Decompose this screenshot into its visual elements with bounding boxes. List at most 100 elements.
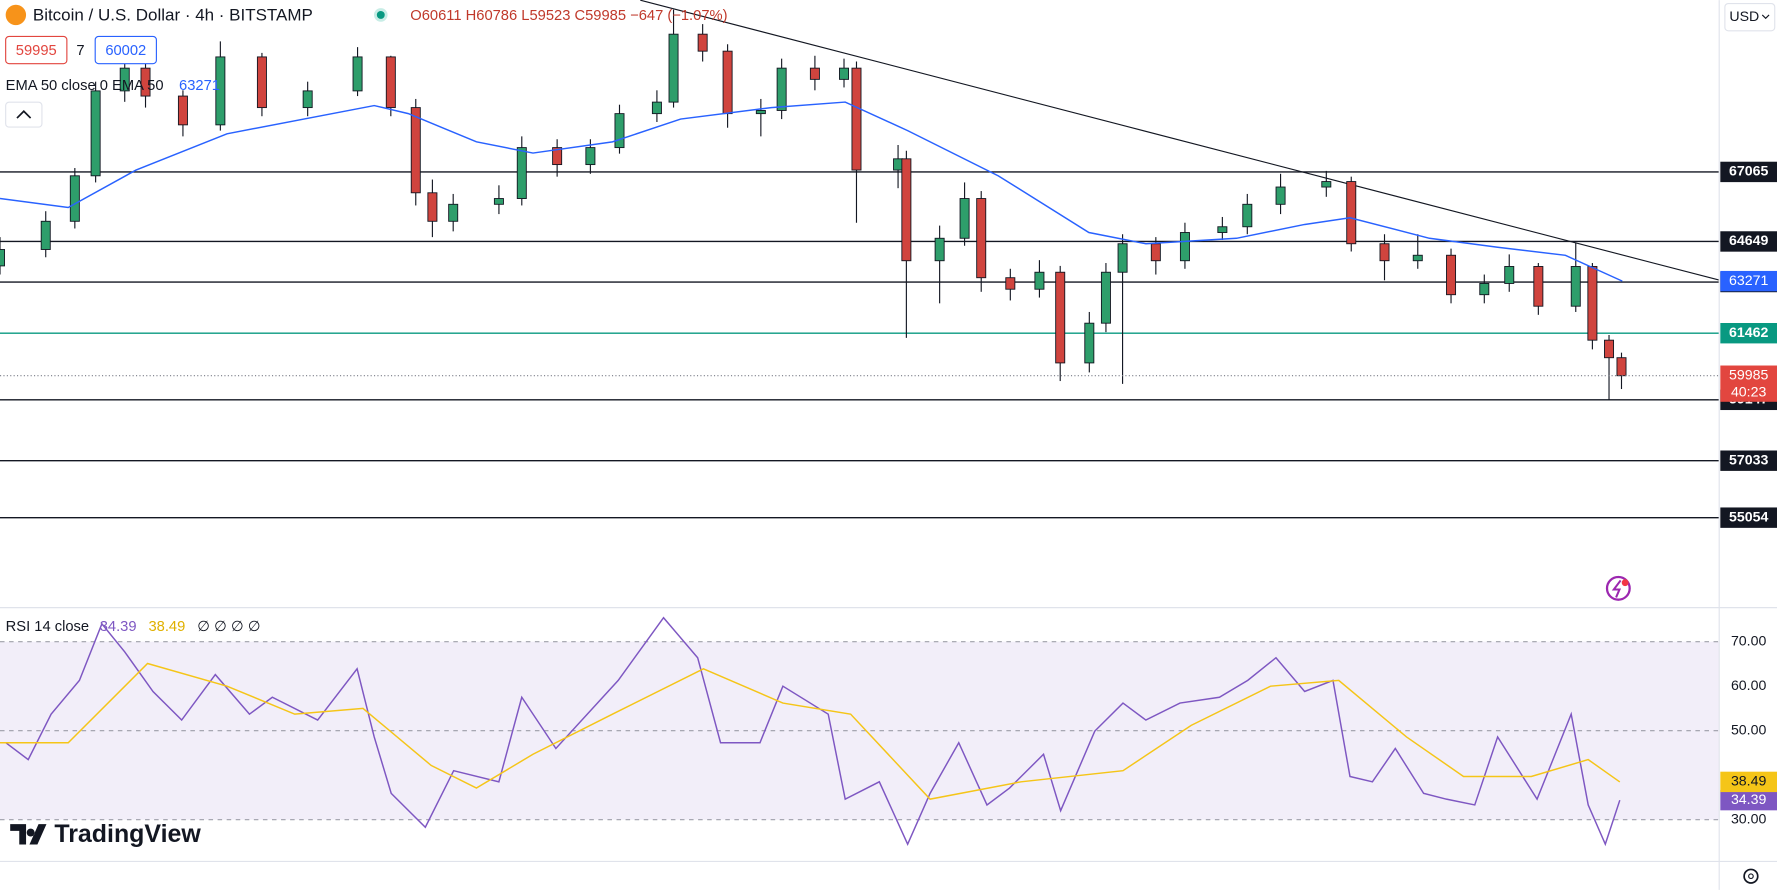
candle-body <box>585 147 596 166</box>
sell-button[interactable] <box>5 35 68 65</box>
candle-body <box>1346 181 1357 245</box>
candle-body <box>697 33 708 52</box>
last-price-bg <box>1720 365 1777 402</box>
candle-body <box>69 175 80 222</box>
candle-body <box>1570 266 1581 307</box>
ema-label: 63271 <box>1729 273 1768 289</box>
candle-body <box>1504 266 1515 284</box>
brand-name: TradingView <box>54 820 201 848</box>
rsi-extra-legend: ∅ ∅ ∅ ∅ <box>197 619 261 635</box>
candle-body <box>839 67 849 80</box>
rsi-line <box>5 616 1621 847</box>
candle-body <box>256 56 267 109</box>
status-dot <box>376 10 385 19</box>
brand-logo <box>10 824 47 845</box>
ema-label-bg <box>1720 270 1777 292</box>
candle-body <box>1275 186 1286 205</box>
candle-body <box>668 33 679 103</box>
candle-body <box>1446 254 1457 296</box>
collapse-icon <box>16 110 32 119</box>
candle-body <box>1321 181 1332 188</box>
trend-line <box>640 0 1720 281</box>
candle-body <box>901 158 912 262</box>
alert-bolt <box>1611 579 1622 598</box>
candle-body <box>352 56 363 92</box>
rsi-legend: RSI 14 close <box>6 619 89 635</box>
collapse-button[interactable] <box>5 101 43 128</box>
candle-body <box>177 95 188 126</box>
rsi-tick-label: 70.00 <box>1731 633 1767 649</box>
candle-body <box>40 220 51 250</box>
candle-body <box>516 147 527 199</box>
candle-body <box>851 67 862 171</box>
level-label: 57033 <box>1729 452 1768 468</box>
candle-body <box>302 90 313 109</box>
level-label-bg <box>1720 323 1777 344</box>
candle-body <box>1533 266 1544 307</box>
candle-body <box>1084 322 1095 364</box>
currency-button[interactable] <box>1724 3 1776 32</box>
candle-body <box>893 158 904 171</box>
alert-icon[interactable] <box>1605 575 1631 601</box>
spread: 7 <box>76 43 84 59</box>
candle-body <box>1217 226 1228 233</box>
currency: USD <box>1729 9 1759 25</box>
level-label-bg <box>1720 161 1777 183</box>
candle-body <box>614 113 625 149</box>
level-label: 67065 <box>1729 164 1768 180</box>
candle-body <box>1034 271 1045 290</box>
candle-body <box>755 110 766 115</box>
candle-body <box>1055 271 1066 364</box>
ohlc-legend: O60611 H60786 L59523 C59985 −647 (−1.07%… <box>410 8 727 24</box>
last-price-label: 59985 <box>1729 367 1768 383</box>
rsi-tick-label: 60.00 <box>1731 678 1767 694</box>
band-layer <box>0 641 1720 821</box>
candle-body <box>1616 357 1627 377</box>
candle-body <box>651 101 662 115</box>
candle-body <box>1005 277 1016 290</box>
candle-body <box>1587 266 1598 341</box>
candle-body <box>1479 283 1490 296</box>
candle-body <box>385 56 396 109</box>
level-label: 55054 <box>1729 509 1768 525</box>
candle-body <box>0 249 5 267</box>
rsi-ma-value: 38.49 <box>148 619 185 635</box>
level-label: 61462 <box>1729 325 1768 341</box>
rsi-tick-label: 30.00 <box>1731 811 1767 827</box>
symbol-icon <box>5 4 27 26</box>
candle-body <box>448 203 459 222</box>
candle-body <box>1100 271 1111 324</box>
candle-body <box>215 56 226 126</box>
candle-body <box>776 67 787 111</box>
candle-body <box>959 198 970 239</box>
candle-body <box>1412 254 1423 262</box>
ask-price: 60002 <box>105 43 146 59</box>
candle-body <box>90 90 101 177</box>
indicator-value: 63271 <box>179 78 220 94</box>
rsi-last-label: 34.39 <box>1731 792 1767 808</box>
settings-icon-center <box>1748 873 1754 880</box>
indicator-legend: EMA 50 close 0 EMA 50 <box>6 78 164 94</box>
candle-body <box>1179 232 1190 262</box>
marks-layer <box>0 9 1720 847</box>
candle-body <box>1117 243 1128 273</box>
buy-button[interactable] <box>94 35 157 65</box>
settings-icon[interactable] <box>1743 868 1759 884</box>
rsi-tick-label: 50.00 <box>1731 722 1767 738</box>
rsi-last-bg <box>1720 789 1777 811</box>
candle-body <box>1604 339 1615 359</box>
rsi-value: 34.39 <box>100 619 137 635</box>
candle-body <box>427 192 438 222</box>
candle-body <box>722 50 733 115</box>
alert-dot <box>1621 579 1629 587</box>
candle-body <box>119 67 130 92</box>
bid-price: 59995 <box>16 43 57 59</box>
level-label: 64649 <box>1729 233 1768 249</box>
axis-layer: 6706564649632406146259147570335505463271… <box>1720 161 1777 827</box>
candle-body <box>1150 243 1161 262</box>
rsi-last-bg <box>1720 771 1777 793</box>
rsi-last-label: 38.49 <box>1731 774 1767 790</box>
candle-body <box>976 198 987 279</box>
